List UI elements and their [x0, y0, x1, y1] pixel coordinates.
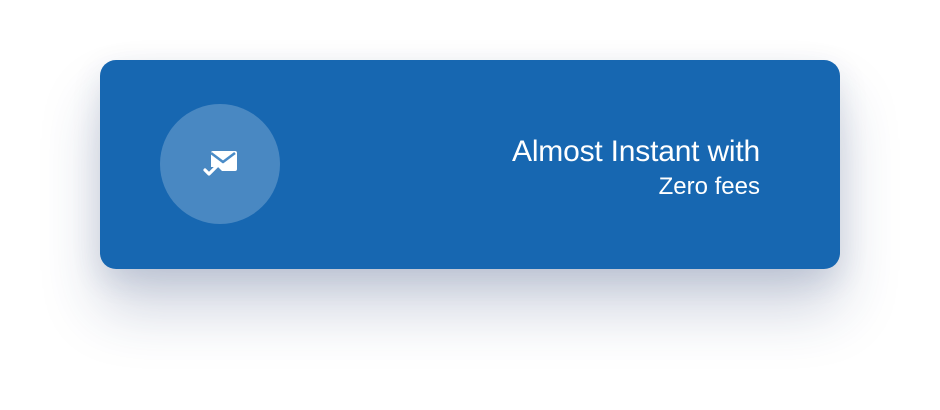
icon-badge [160, 104, 280, 224]
feature-text: Almost Instant with Zero fees [512, 134, 760, 202]
feature-subline: Zero fees [658, 173, 760, 200]
feature-card: Almost Instant with Zero fees [100, 60, 840, 269]
mail-check-icon [203, 151, 237, 176]
feature-headline: Almost Instant with [512, 135, 760, 168]
